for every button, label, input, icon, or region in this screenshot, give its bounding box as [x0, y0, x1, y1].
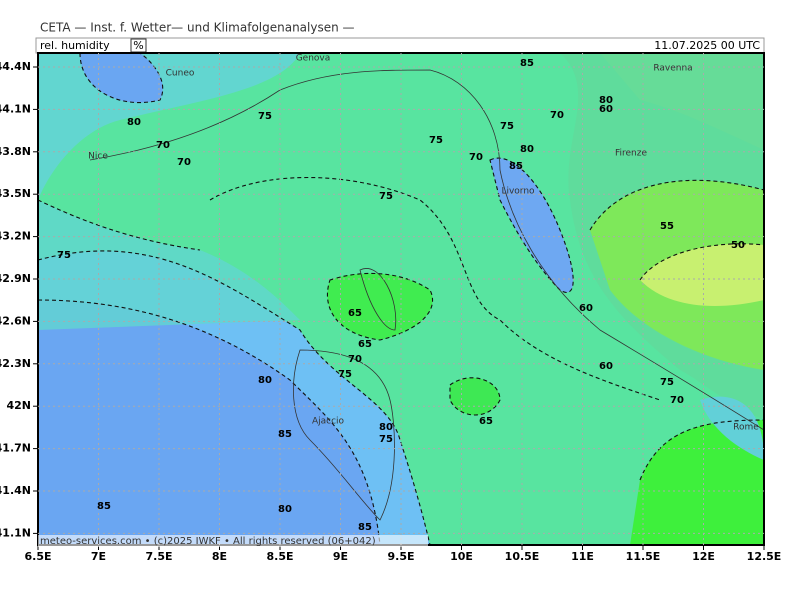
contour-label: 80	[379, 422, 393, 433]
place-label: Nice	[88, 152, 108, 162]
contour-label: 70	[469, 152, 483, 163]
place-label: Firenze	[615, 149, 647, 159]
contour-label: 50	[731, 240, 745, 251]
y-tick-label: 41.1N	[0, 526, 31, 539]
contour-label: 80	[520, 144, 534, 155]
unit: %	[133, 39, 143, 52]
y-tick-label: 44.1N	[0, 102, 31, 115]
title: CETA — Inst. f. Wetter— und Klimafolgena…	[40, 21, 355, 35]
y-tick-label: 43.5N	[0, 187, 31, 200]
x-tick-label: 9E	[333, 550, 348, 563]
x-tick-label: 7E	[91, 550, 106, 563]
contour-label: 75	[660, 377, 674, 388]
y-tick-label: 42.9N	[0, 272, 31, 285]
x-tick-label: 12E	[692, 550, 715, 563]
contour-label: 65	[358, 339, 372, 350]
contour-label: 75	[379, 191, 393, 202]
x-tick-label: 10E	[450, 550, 473, 563]
contour-label: 75	[338, 369, 352, 380]
place-label: Ajaccio	[312, 417, 345, 427]
contour-label: 80	[258, 375, 272, 386]
x-tick-label: 9.5E	[387, 550, 414, 563]
contour-label: 80	[599, 95, 613, 106]
contour-label: 85	[358, 522, 372, 533]
contour-label: 85	[97, 501, 111, 512]
x-tick-label: 8.5E	[266, 550, 293, 563]
contour-label: 60	[599, 361, 613, 372]
place-label: Ravenna	[653, 64, 692, 74]
contour-label: 70	[177, 157, 191, 168]
y-tick-label: 41.7N	[0, 442, 31, 455]
footer-bg	[38, 535, 428, 547]
y-tick-label: 42.6N	[0, 314, 31, 327]
contour-label: 55	[660, 221, 674, 232]
x-tick-label: 11E	[571, 550, 594, 563]
place-label: Livorno	[501, 187, 535, 197]
y-tick-label: 41.4N	[0, 484, 31, 497]
y-tick-label: 42.3N	[0, 357, 31, 370]
x-tick-label: 8E	[212, 550, 227, 563]
x-tick-label: 11.5E	[626, 550, 661, 563]
place-label: Cuneo	[166, 69, 195, 79]
contour-label: 75	[379, 434, 393, 445]
contour-label: 80	[278, 504, 292, 515]
place-label: Genova	[296, 54, 331, 64]
y-tick-label: 44.4N	[0, 60, 31, 73]
y-tick-label: 43.8N	[0, 145, 31, 158]
contour-label: 70	[550, 110, 564, 121]
contour-label: 75	[429, 135, 443, 146]
contour-label: 60	[599, 104, 613, 115]
contour-label: 60	[579, 303, 593, 314]
contour-label: 75	[57, 250, 71, 261]
x-tick-label: 6.5E	[24, 550, 51, 563]
contour-label: 85	[278, 429, 292, 440]
contour-label: 85	[520, 58, 534, 69]
contour-label: 65	[348, 308, 362, 319]
contour-label: 75	[500, 121, 514, 132]
contour-label: 70	[156, 140, 170, 151]
contour-label: 65	[479, 416, 493, 427]
contour-label: 70	[348, 354, 362, 365]
contour-label: 80	[127, 117, 141, 128]
variable: rel. humidity	[40, 39, 110, 52]
datetime: 11.07.2025 00 UTC	[654, 39, 760, 52]
y-tick-label: 42N	[6, 399, 31, 412]
y-tick-label: 43.2N	[0, 230, 31, 243]
footer: meteo-services.com • (c)2025 IWKF • All …	[40, 536, 376, 547]
contour-label: 75	[258, 111, 272, 122]
x-tick-label: 12.5E	[747, 550, 782, 563]
x-tick-label: 10.5E	[505, 550, 540, 563]
x-tick-label: 7.5E	[145, 550, 172, 563]
contour-label: 85	[509, 161, 523, 172]
place-label: Rome	[733, 423, 759, 433]
contour-label: 70	[670, 395, 684, 406]
